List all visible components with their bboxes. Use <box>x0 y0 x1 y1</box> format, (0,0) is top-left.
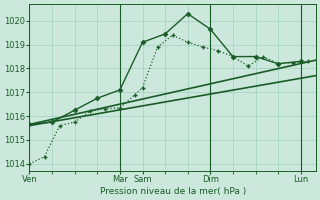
X-axis label: Pression niveau de la mer( hPa ): Pression niveau de la mer( hPa ) <box>100 187 246 196</box>
